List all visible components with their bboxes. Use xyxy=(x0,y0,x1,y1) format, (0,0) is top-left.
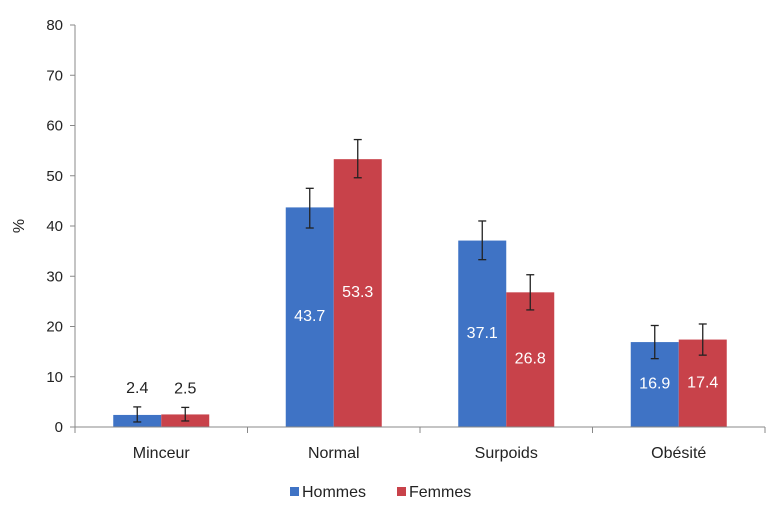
data-label: 37.1 xyxy=(467,325,498,342)
y-axis xyxy=(70,24,76,428)
data-label: 26.8 xyxy=(515,351,546,368)
x-tick-label: Obésité xyxy=(651,445,706,462)
y-tick-label: 20 xyxy=(46,319,63,336)
data-label: 16.9 xyxy=(639,376,670,393)
data-label: 2.5 xyxy=(174,380,196,397)
error-bars xyxy=(133,138,707,423)
bar xyxy=(506,292,555,427)
y-tick-label: 60 xyxy=(46,118,63,135)
x-tick-labels: Minceur Normal Surpoids Obésité xyxy=(133,445,707,462)
data-label: 2.4 xyxy=(126,380,148,397)
y-tick-label: 40 xyxy=(46,218,63,235)
y-tick-label: 80 xyxy=(46,17,63,34)
x-tick-label: Minceur xyxy=(133,445,191,462)
bar xyxy=(458,240,507,427)
y-tick-label: 10 xyxy=(46,369,63,386)
bar xyxy=(333,159,382,428)
y-axis-title: % xyxy=(11,219,28,233)
data-labels: 2.4 2.5 43.7 53.3 37.1 26.8 16.9 17.4 xyxy=(126,284,718,397)
x-tick-label: Normal xyxy=(308,445,360,462)
bars xyxy=(113,159,727,428)
legend: Hommes Femmes xyxy=(290,484,471,501)
x-tick-label: Surpoids xyxy=(475,445,538,462)
data-label: 43.7 xyxy=(294,308,325,325)
legend-swatch xyxy=(397,487,406,496)
y-tick-label: 0 xyxy=(55,419,63,436)
bar xyxy=(285,207,334,427)
y-tick-label: 70 xyxy=(46,67,63,84)
x-axis xyxy=(74,426,766,433)
data-label: 53.3 xyxy=(342,284,373,301)
data-label: 17.4 xyxy=(687,374,718,391)
legend-entry: Femmes xyxy=(409,484,471,501)
y-tick-label: 30 xyxy=(46,268,63,285)
legend-entry: Hommes xyxy=(302,484,366,501)
y-tick-label: 50 xyxy=(46,168,63,185)
y-tick-labels: 0 10 20 30 40 50 60 70 80 xyxy=(46,17,63,436)
legend-swatch xyxy=(290,487,299,496)
